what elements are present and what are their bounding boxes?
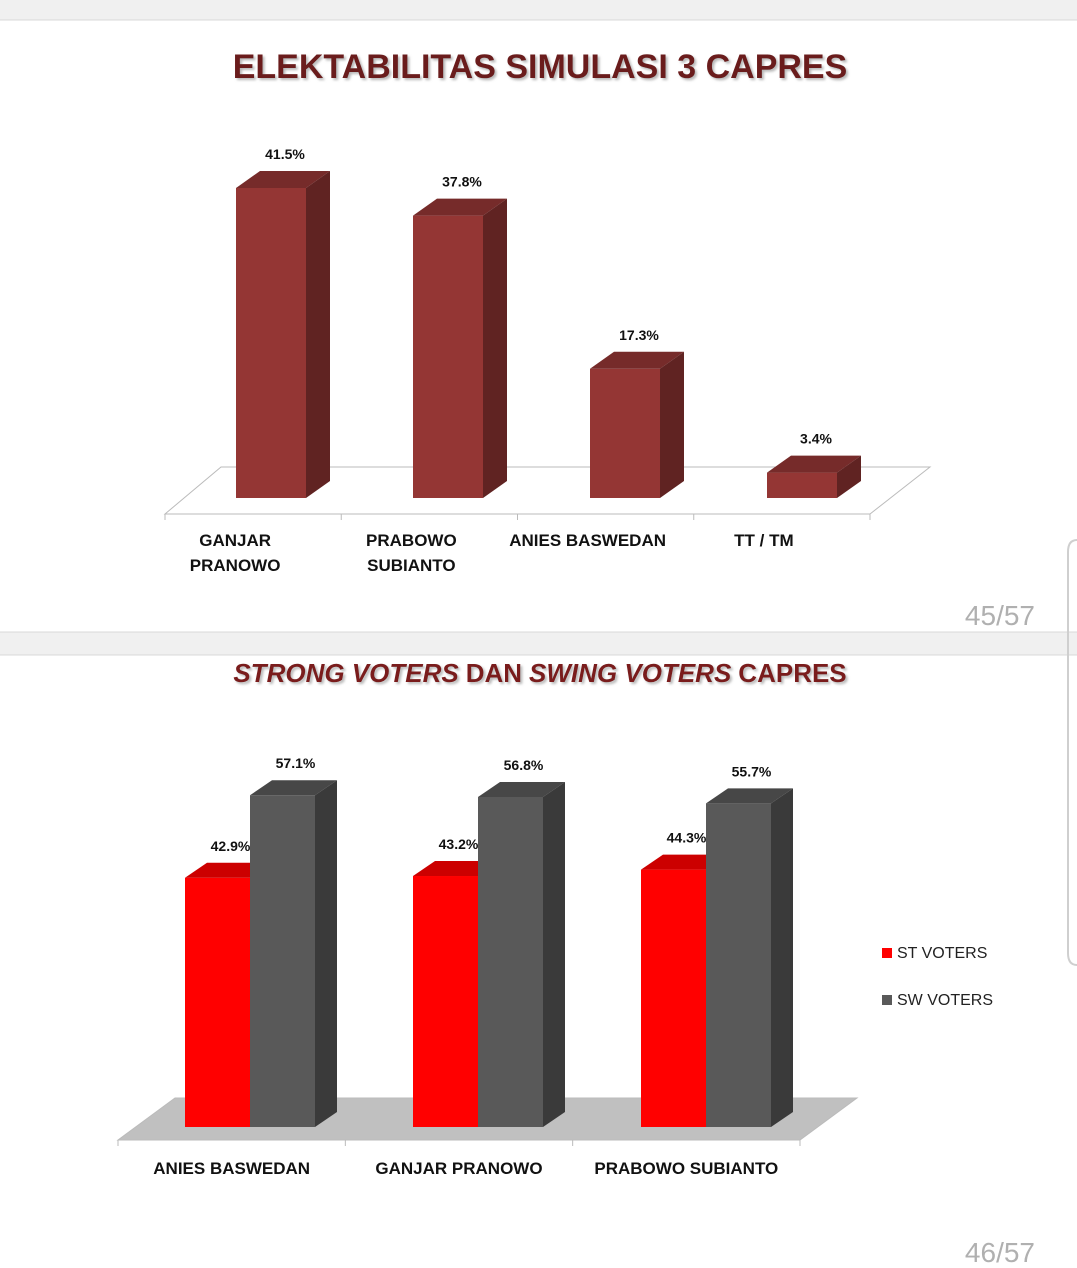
bar bbox=[767, 455, 861, 498]
side-panel-edge bbox=[1067, 539, 1077, 966]
bar-top bbox=[250, 780, 337, 796]
bar bbox=[706, 788, 793, 1127]
data-label: 17.3% bbox=[619, 327, 659, 343]
legend-swatch bbox=[882, 995, 892, 1005]
data-label: 41.5% bbox=[265, 146, 305, 162]
title-segment: DAN bbox=[466, 658, 522, 688]
bar-front bbox=[413, 876, 478, 1127]
bar bbox=[478, 781, 565, 1127]
bar-side bbox=[660, 351, 684, 498]
bar-side bbox=[315, 780, 337, 1127]
bar-front bbox=[236, 187, 306, 498]
title-segment: SWING VOTERS bbox=[529, 658, 732, 688]
data-label: 44.3% bbox=[667, 830, 707, 846]
bar-front bbox=[767, 472, 837, 498]
bar-side bbox=[483, 198, 507, 498]
title-segment: CAPRES bbox=[738, 658, 846, 688]
data-label: 56.8% bbox=[504, 757, 544, 773]
bar-front bbox=[478, 796, 543, 1127]
bar-top bbox=[478, 781, 565, 797]
top-bar bbox=[0, 0, 1077, 20]
bar bbox=[250, 780, 337, 1127]
bar bbox=[413, 198, 507, 498]
legend-label: ST VOTERS bbox=[897, 945, 987, 962]
data-label: 55.7% bbox=[732, 763, 772, 779]
data-label: 3.4% bbox=[800, 431, 832, 447]
chart-title: STRONG VOTERS DAN SWING VOTERS CAPRES bbox=[233, 658, 846, 688]
legend-swatch bbox=[882, 948, 892, 958]
bar-top bbox=[706, 788, 793, 804]
bar-side bbox=[837, 455, 861, 498]
legend-label: SW VOTERS bbox=[897, 992, 993, 1009]
bar-front bbox=[250, 795, 315, 1127]
data-label: 42.9% bbox=[211, 838, 251, 854]
bar-front bbox=[641, 869, 706, 1127]
bar-side bbox=[543, 781, 565, 1127]
bar-front bbox=[590, 368, 660, 498]
bar-front bbox=[413, 215, 483, 498]
bar-side bbox=[771, 788, 793, 1127]
slide-gap bbox=[0, 632, 1077, 655]
bar-front bbox=[185, 877, 250, 1127]
bar-top bbox=[413, 198, 507, 216]
bar-top bbox=[590, 351, 684, 369]
x-tick-label: GANJAR PRANOWO bbox=[375, 1159, 542, 1178]
bar bbox=[590, 351, 684, 498]
bar-front bbox=[706, 803, 771, 1127]
x-tick-label: PRABOWO SUBIANTO bbox=[594, 1159, 778, 1178]
x-tick-label: GANJAR bbox=[199, 531, 271, 550]
x-tick-label: TT / TM bbox=[734, 531, 793, 550]
x-tick-label: ANIES BASWEDAN bbox=[153, 1159, 310, 1178]
x-tick-label: ANIES BASWEDAN bbox=[509, 531, 666, 550]
data-label: 43.2% bbox=[439, 836, 479, 852]
x-tick-label: PRANOWO bbox=[190, 556, 281, 575]
chart-title: ELEKTABILITAS SIMULASI 3 CAPRES bbox=[233, 48, 848, 86]
x-tick-label: PRABOWO bbox=[366, 531, 457, 550]
title-segment: STRONG VOTERS bbox=[233, 658, 459, 688]
bar-top bbox=[236, 170, 330, 188]
page-number: 45/57 bbox=[965, 600, 1035, 631]
data-label: 57.1% bbox=[276, 755, 316, 771]
bar-side bbox=[306, 170, 330, 498]
page-number: 46/57 bbox=[965, 1237, 1035, 1268]
data-label: 37.8% bbox=[442, 174, 482, 190]
x-tick-label: SUBIANTO bbox=[367, 556, 455, 575]
bar-top bbox=[767, 455, 861, 473]
bar bbox=[236, 170, 330, 498]
floor bbox=[163, 466, 932, 515]
